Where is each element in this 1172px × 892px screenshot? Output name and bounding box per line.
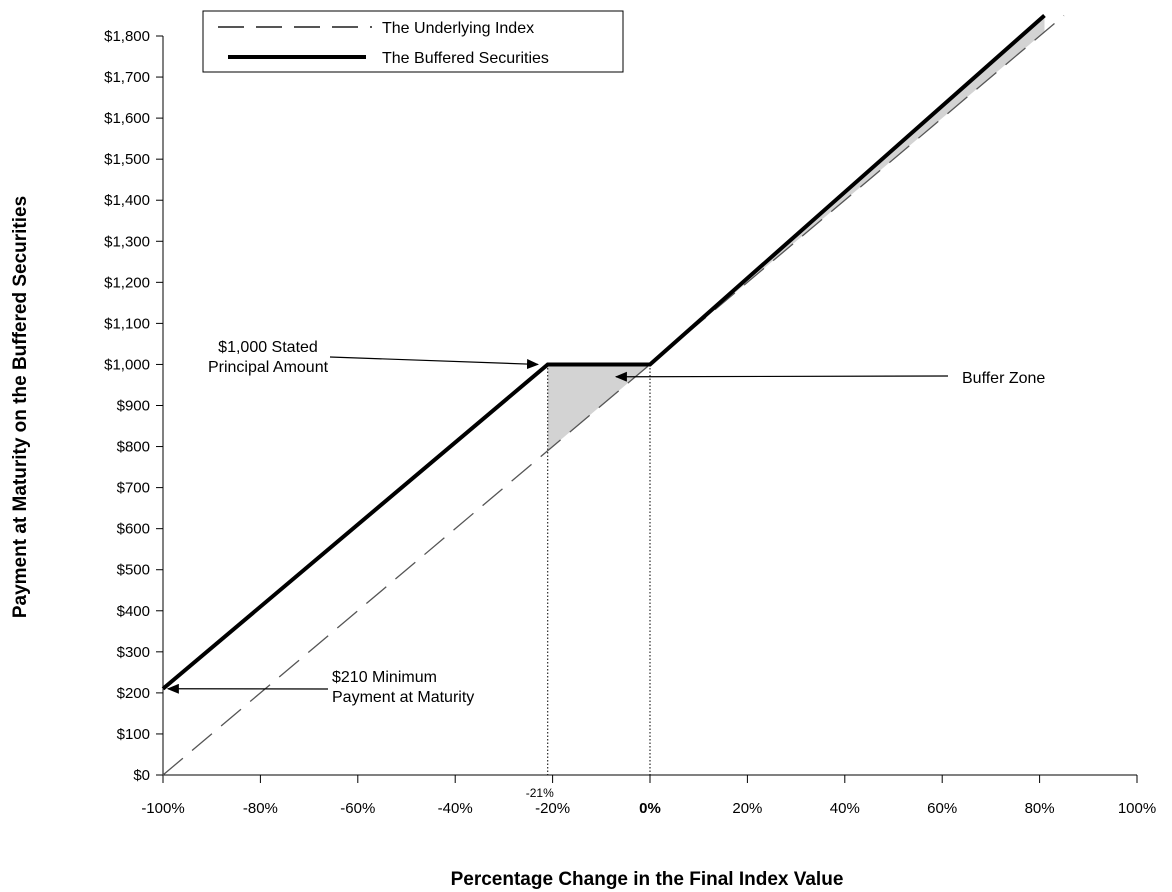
y-tick-label: $600 [117,521,150,538]
x-tick-label: 20% [732,800,762,817]
y-ticks: $0 $100 $200 $300 $400 $500 $600 $700 $800 $900 $1… [104,28,163,784]
buffer-zone-shading-layer [547,15,1045,451]
x-ticks: -100% -80% -60% -40% -20% 0% 20% 40% 60% 80% 100% [141,775,1156,817]
y-tick-label: $800 [117,439,150,456]
underlying-index-line [162,14,1065,776]
annotation-stated-principal-text: $1,000 Stated Principal Amount [208,339,329,376]
annotation-stated-principal-arrow [329,356,539,370]
reference-lines: -21% [526,364,651,800]
y-tick-label: $0 [133,767,150,784]
x-tick-label: 60% [927,800,957,817]
axes [162,36,1137,776]
y-tick-label: $900 [117,398,150,415]
x-tick-label: -20% [535,800,570,817]
x-tick-label: 80% [1025,800,1055,817]
y-tick-label: $1,800 [104,28,150,45]
annotation-minimum-payment-text: $210 Minimum Payment at Maturity [332,669,474,706]
series-lines [161,13,1065,776]
y-tick-label: $500 [117,562,150,579]
x-tick-label: -40% [438,800,473,817]
legend-label-underlying-index: The Underlying Index [382,20,534,37]
x-tick-label: 100% [1118,800,1156,817]
y-tick-label: $1,200 [104,274,150,291]
y-tick-label: $400 [117,603,150,620]
x-tick-label: 0% [639,800,661,817]
y-tick-label: $1,500 [104,151,150,168]
y-tick-label: $1,000 [104,356,150,373]
legend-label-buffered-securities: The Buffered Securities [382,50,549,67]
buffered-securities-line [161,13,1046,691]
x-tick-label: -80% [243,800,278,817]
x-axis-title: Percentage Change in the Final Index Val… [451,869,844,890]
annotations: $1,000 Stated Principal Amount Buffer Zone… [166,339,1045,706]
y-tick-label: $300 [117,644,150,661]
annotation-buffer-zone-arrow [614,371,949,382]
x-tick-label: 40% [830,800,860,817]
y-tick-label: $1,100 [104,315,150,332]
y-tick-label: $1,300 [104,233,150,250]
y-axis-title: Payment at Maturity on the Buffered Secu… [10,196,31,618]
y-tick-label: $700 [117,480,150,497]
x-tick-label: -60% [340,800,375,817]
y-tick-label: $100 [117,726,150,743]
x-tick-label: -100% [141,800,184,817]
buffer-threshold-label: -21% [526,786,554,800]
legend-box [202,10,624,73]
annotation-buffer-zone-text: Buffer Zone [962,370,1045,387]
legend: The Underlying Index The Buffered Securi… [202,10,624,73]
y-tick-label: $1,400 [104,192,150,209]
y-tick-label: $1,700 [104,69,150,86]
y-tick-label: $200 [117,685,150,702]
y-tick-label: $1,600 [104,110,150,127]
buffer-zone-area [547,15,1045,451]
